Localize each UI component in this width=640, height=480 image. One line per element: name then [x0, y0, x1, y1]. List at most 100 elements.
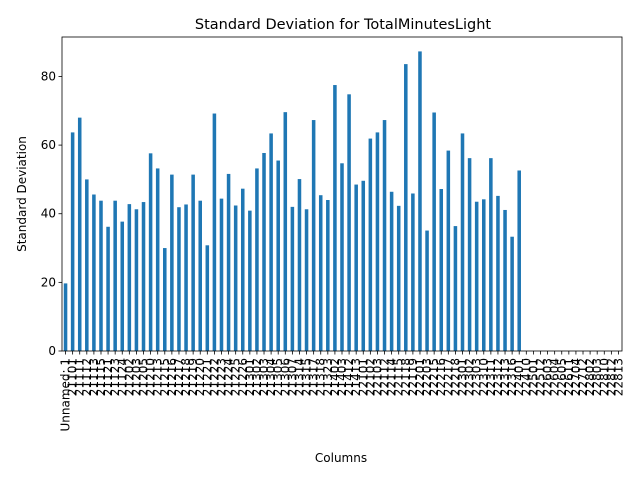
- bar: [248, 210, 252, 351]
- bar: [233, 205, 238, 351]
- bar: [439, 189, 444, 351]
- x-axis-title: Columns: [315, 451, 367, 465]
- x-tick-label: 21215: [158, 358, 172, 396]
- bar: [92, 194, 96, 351]
- x-tick-label: 21306: [278, 358, 292, 396]
- x-tick-label: 21303: [257, 358, 271, 396]
- bar: [411, 193, 415, 351]
- x-tick-label: 21314: [292, 358, 306, 396]
- bar: [276, 160, 280, 351]
- bar: [177, 207, 181, 351]
- bar: [297, 179, 302, 351]
- x-tick-label: 21413: [349, 358, 363, 396]
- x-tick-label: 22302: [463, 358, 477, 396]
- bar: [170, 174, 174, 351]
- bar: [425, 230, 429, 351]
- bar: [396, 205, 401, 351]
- x-tick-label: 21113: [87, 358, 101, 396]
- bar: [460, 133, 465, 351]
- x-tick-label: 22803: [590, 358, 604, 396]
- x-tick-label: 22604: [548, 358, 562, 396]
- bar: [70, 132, 75, 351]
- bar: [517, 170, 521, 351]
- x-tick-label: 21203: [129, 358, 143, 396]
- x-tick-label: 22112: [378, 358, 392, 396]
- y-tick-label: 20: [41, 275, 56, 289]
- x-tick-label: 22301: [456, 358, 470, 396]
- x-tick-label: 21315: [300, 358, 314, 396]
- bar: [198, 200, 202, 351]
- bar: [85, 179, 89, 351]
- x-tick-label: 22812: [604, 358, 618, 396]
- x-tick-label: 21403: [335, 358, 349, 396]
- x-tick-label: 21402: [328, 358, 342, 396]
- bar: [134, 209, 139, 351]
- bar: [113, 200, 117, 351]
- bar: [163, 248, 167, 351]
- x-tick-label: 22114: [385, 358, 399, 396]
- bar: [184, 204, 188, 351]
- x-tick-label: 22203: [420, 358, 434, 396]
- bar: [368, 138, 373, 351]
- x-tick-label: 22216: [434, 358, 448, 396]
- x-tick-label: 21220: [193, 358, 207, 396]
- x-tick-label: 22218: [448, 358, 462, 396]
- bar: [283, 112, 288, 352]
- bar: [510, 236, 514, 351]
- bar: [127, 204, 132, 351]
- bar: [141, 202, 146, 351]
- x-tick-label: 22313: [498, 358, 512, 396]
- x-tick-label: 21101: [66, 358, 80, 396]
- bar: [219, 198, 224, 351]
- bar: [240, 188, 245, 351]
- bar: [77, 117, 82, 351]
- x-tick-label: 21218: [179, 358, 193, 396]
- bar: [269, 133, 273, 351]
- x-tick-label: 22103: [370, 358, 384, 396]
- bar: [382, 120, 387, 351]
- x-tick-label: 21304: [264, 358, 278, 396]
- x-tick-label: 22118: [399, 358, 413, 396]
- bar: [503, 209, 507, 351]
- bar: [63, 283, 68, 351]
- x-tick-label: 21317: [307, 358, 321, 396]
- x-tick-label: 22704: [569, 358, 583, 396]
- bar: [304, 209, 309, 351]
- bar: [290, 206, 295, 351]
- x-tick-label: 21124: [115, 358, 129, 396]
- bar: [389, 191, 394, 351]
- x-tick-label: 21302: [250, 358, 264, 396]
- bar: [467, 158, 472, 351]
- bar: [262, 152, 266, 351]
- bar: [205, 245, 210, 351]
- x-tick-label: 22312: [491, 358, 505, 396]
- y-axis-title: Standard Deviation: [15, 136, 29, 252]
- x-tick-label: 21219: [186, 358, 200, 396]
- x-tick-label: 21216: [165, 358, 179, 396]
- x-tick-label: 21217: [172, 358, 186, 396]
- y-tick-label: 40: [41, 207, 56, 221]
- bar: [226, 173, 231, 351]
- x-tick-label: 22310: [477, 358, 491, 396]
- x-tick-label: 22119: [406, 358, 420, 396]
- x-tick-label: 22215: [427, 358, 441, 396]
- x-tick-label: 21305: [271, 358, 285, 396]
- x-tick-label: 22802: [583, 358, 597, 396]
- bar: [326, 200, 330, 351]
- x-tick-label: 22611: [562, 358, 576, 396]
- x-tick-label: 21221: [200, 358, 214, 396]
- x-tick-label: 22101: [356, 358, 370, 396]
- x-tick-label: 22217: [441, 358, 455, 396]
- x-tick-label: 22316: [505, 358, 519, 396]
- bar: [489, 158, 493, 351]
- x-tick-label: 21318: [314, 358, 328, 396]
- x-tick-label: 21202: [122, 358, 136, 396]
- x-tick-label: 22115: [392, 358, 406, 396]
- bar: [446, 150, 451, 351]
- bar: [99, 200, 103, 351]
- bar: [347, 94, 351, 351]
- x-tick-label: 22501: [526, 358, 540, 396]
